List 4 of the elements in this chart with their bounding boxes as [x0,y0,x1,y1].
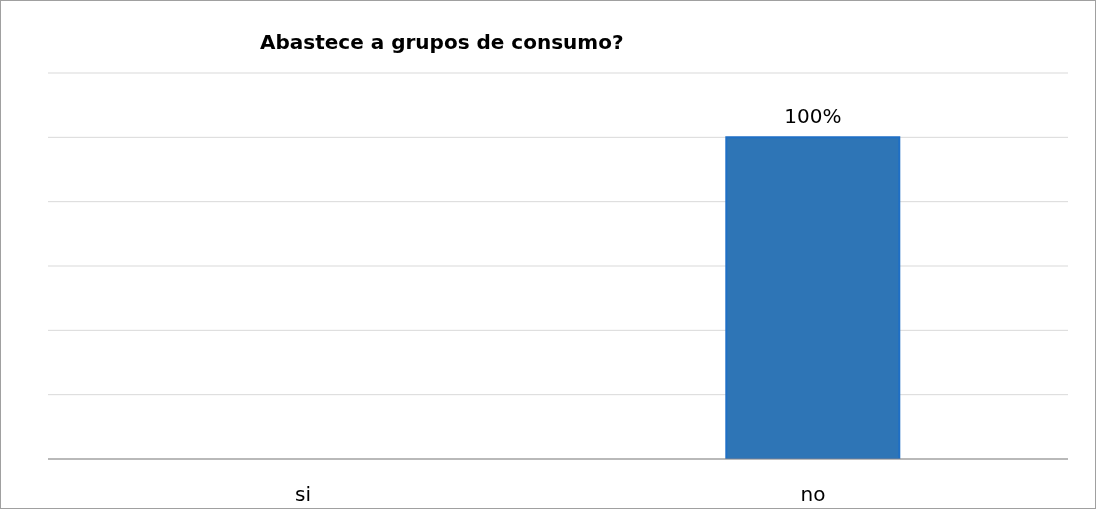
data-label: 100% [784,104,842,129]
x-tick-label: no [800,482,826,507]
x-tick-label: si [295,482,311,507]
chart-title: Abastece a grupos de consumo? [260,30,624,54]
